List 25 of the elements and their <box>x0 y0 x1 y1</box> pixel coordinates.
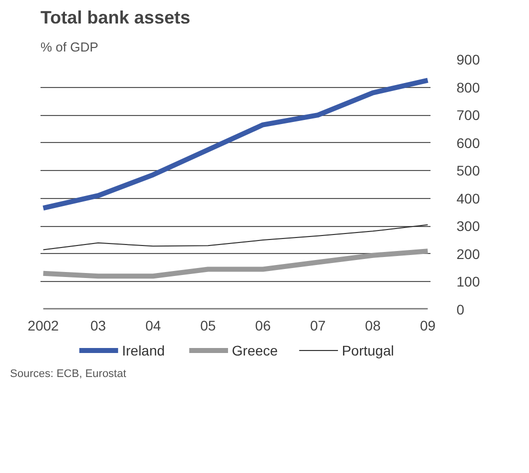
y-tick-label: 400 <box>456 190 480 206</box>
y-tick-label: 900 <box>456 52 480 68</box>
y-tick-label: 200 <box>456 246 480 262</box>
y-tick-label: 100 <box>456 274 480 290</box>
x-tick-label: 08 <box>365 318 381 334</box>
x-tick-label: 03 <box>90 318 106 334</box>
x-tick-label: 04 <box>145 318 162 334</box>
legend-label: Greece <box>232 342 278 358</box>
x-tick-label: 2002 <box>28 318 60 334</box>
y-tick-label: 300 <box>456 218 480 234</box>
y-tick-label: 600 <box>456 134 480 151</box>
x-tick-label: 05 <box>200 318 216 334</box>
x-tick-label: 06 <box>255 318 271 334</box>
y-tick-label: 500 <box>456 162 480 179</box>
legend-label: Portugal <box>342 342 394 358</box>
chart-title: Total bank assets <box>40 8 190 28</box>
source-note: Sources: ECB, Eurostat <box>10 367 126 382</box>
line-series <box>42 224 428 250</box>
y-tick-label: 700 <box>456 107 480 124</box>
x-tick-label: 07 <box>310 318 326 334</box>
chart-subtitle: % of GDP <box>40 40 98 54</box>
y-tick-label: 0 <box>456 302 464 318</box>
x-tick-label: 09 <box>420 318 436 334</box>
y-tick-label: 800 <box>456 79 480 96</box>
legend-label: Ireland <box>122 342 165 358</box>
